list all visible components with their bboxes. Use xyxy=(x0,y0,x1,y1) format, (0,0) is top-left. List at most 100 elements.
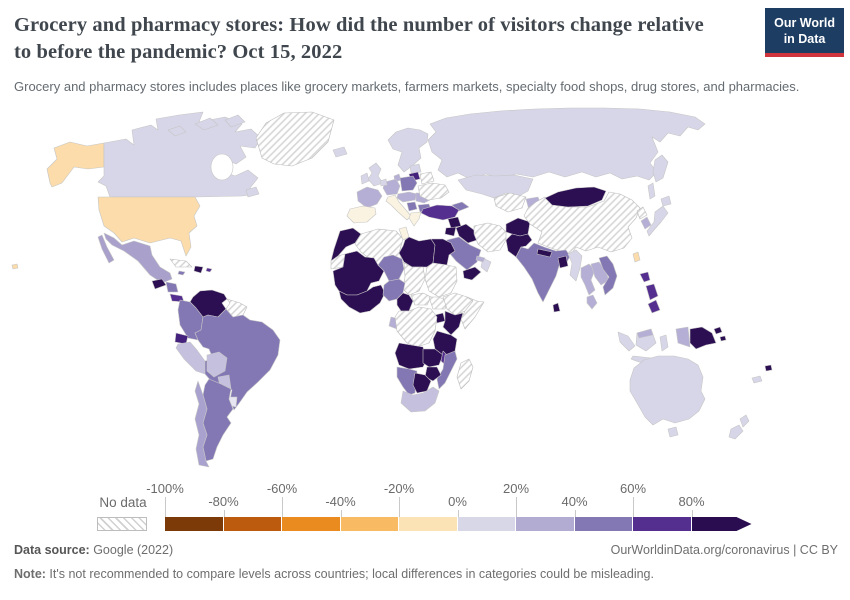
region-mexico[interactable] xyxy=(97,234,115,264)
region-south-korea[interactable] xyxy=(640,216,652,230)
region-jamaica[interactable] xyxy=(177,270,186,276)
region-japan[interactable] xyxy=(646,205,669,237)
region-ireland[interactable] xyxy=(360,172,370,185)
region-chad[interactable] xyxy=(402,262,426,296)
region-spain-portugal[interactable] xyxy=(346,205,377,224)
region-new-zealand[interactable] xyxy=(739,414,750,428)
region-puerto-rico[interactable] xyxy=(205,267,213,273)
region-taiwan[interactable] xyxy=(632,251,641,263)
region-south-africa[interactable] xyxy=(400,386,440,413)
region-drc[interactable] xyxy=(394,306,438,348)
legend-segment[interactable] xyxy=(399,517,457,531)
region-new-zealand[interactable] xyxy=(728,424,744,440)
region-angola[interactable] xyxy=(394,342,428,370)
region-greenland[interactable] xyxy=(255,111,335,167)
region-kenya[interactable] xyxy=(442,310,464,336)
region-philippines[interactable] xyxy=(639,271,651,283)
region-israel-jordan[interactable] xyxy=(444,226,457,237)
region-nepal[interactable] xyxy=(536,248,553,258)
legend-arrow-segment[interactable] xyxy=(691,517,752,531)
region-madagascar[interactable] xyxy=(456,358,474,390)
region-thailand[interactable] xyxy=(580,263,596,296)
region-philippines[interactable] xyxy=(647,299,661,314)
region-russia[interactable] xyxy=(647,182,656,200)
region-zambia[interactable] xyxy=(422,348,444,368)
region-greece[interactable] xyxy=(408,211,422,227)
region-honduras-nicaragua[interactable] xyxy=(165,281,179,293)
region-niger[interactable] xyxy=(377,254,405,282)
region-canada[interactable] xyxy=(224,114,246,128)
legend-segment[interactable] xyxy=(223,517,281,531)
owid-logo[interactable]: Our World in Data xyxy=(765,8,844,57)
region-malaysia[interactable] xyxy=(586,294,598,310)
region-japan[interactable] xyxy=(660,195,672,207)
region-sri-lanka[interactable] xyxy=(552,302,561,313)
region-iran[interactable] xyxy=(473,222,507,253)
region-serbia[interactable] xyxy=(406,201,418,212)
region-libya[interactable] xyxy=(398,236,436,268)
region-new-caledonia[interactable] xyxy=(751,375,763,384)
region-yemen[interactable] xyxy=(462,266,482,281)
legend-segment[interactable] xyxy=(457,517,515,531)
region-bangladesh[interactable] xyxy=(557,255,569,269)
region-australia[interactable] xyxy=(629,355,706,426)
region-fiji[interactable] xyxy=(764,364,773,372)
region-china[interactable] xyxy=(523,191,641,257)
region-somalia[interactable] xyxy=(460,296,485,330)
region-scandinavia[interactable] xyxy=(387,127,429,173)
region-ukraine[interactable] xyxy=(417,182,450,201)
region-philippines[interactable] xyxy=(645,283,659,301)
region-russia[interactable] xyxy=(652,154,669,183)
legend-segment[interactable] xyxy=(165,517,223,531)
region-estonia-latvia[interactable] xyxy=(409,163,422,174)
region-uae[interactable] xyxy=(475,255,486,263)
region-hawaii[interactable] xyxy=(11,263,19,270)
site-link[interactable]: OurWorldinData.org/coronavirus | CC BY xyxy=(610,543,838,557)
region-vietnam[interactable] xyxy=(598,255,618,296)
region-hispaniola[interactable] xyxy=(193,265,204,274)
region-pakistan[interactable] xyxy=(505,233,533,258)
region-mexico[interactable] xyxy=(103,232,173,284)
region-mongolia[interactable] xyxy=(544,186,607,208)
region-canada[interactable] xyxy=(194,117,219,131)
region-cameroon[interactable] xyxy=(396,292,414,312)
region-canada[interactable] xyxy=(245,186,260,198)
region-papua-new-guinea[interactable] xyxy=(713,326,723,335)
region-belarus[interactable] xyxy=(419,171,435,185)
legend-segment[interactable] xyxy=(633,517,691,531)
region-tasmania[interactable] xyxy=(667,426,679,438)
region-benelux[interactable] xyxy=(379,178,388,187)
region-iceland[interactable] xyxy=(332,146,348,158)
region-poland[interactable] xyxy=(399,175,418,192)
region-czech-austria-hungary[interactable] xyxy=(396,191,418,203)
region-bolivia[interactable] xyxy=(206,351,228,378)
region-afghanistan[interactable] xyxy=(505,217,531,237)
region-north-korea[interactable] xyxy=(636,206,648,220)
region-brazil[interactable] xyxy=(194,308,281,411)
region-sulawesi[interactable] xyxy=(659,334,669,352)
region-kazakhstan[interactable] xyxy=(457,174,534,199)
region-sumatra[interactable] xyxy=(617,331,636,352)
region-papua-new-guinea[interactable] xyxy=(689,326,717,350)
region-central-african-republic[interactable] xyxy=(410,292,432,306)
legend-segment[interactable] xyxy=(340,517,398,531)
region-west-papua[interactable] xyxy=(675,326,691,348)
region-borneo-malaysia[interactable] xyxy=(636,328,654,339)
region-sudan[interactable] xyxy=(424,262,458,298)
legend-segment[interactable] xyxy=(574,517,632,531)
legend-segment[interactable] xyxy=(282,517,340,531)
region-guatemala[interactable] xyxy=(151,278,167,290)
region-germany[interactable] xyxy=(382,178,401,196)
region-usa[interactable] xyxy=(97,196,201,257)
region-argentina[interactable] xyxy=(202,378,234,462)
region-chile[interactable] xyxy=(194,380,210,468)
region-turkmenistan-uzbekistan[interactable] xyxy=(493,192,527,213)
region-mozambique[interactable] xyxy=(436,350,458,390)
region-alaska[interactable] xyxy=(46,141,105,188)
region-france[interactable] xyxy=(356,186,383,209)
region-morocco[interactable] xyxy=(330,227,362,262)
region-myanmar[interactable] xyxy=(567,249,583,282)
region-syria[interactable] xyxy=(447,216,462,229)
region-canada[interactable] xyxy=(167,125,187,137)
region-solomon-islands[interactable] xyxy=(719,335,727,342)
